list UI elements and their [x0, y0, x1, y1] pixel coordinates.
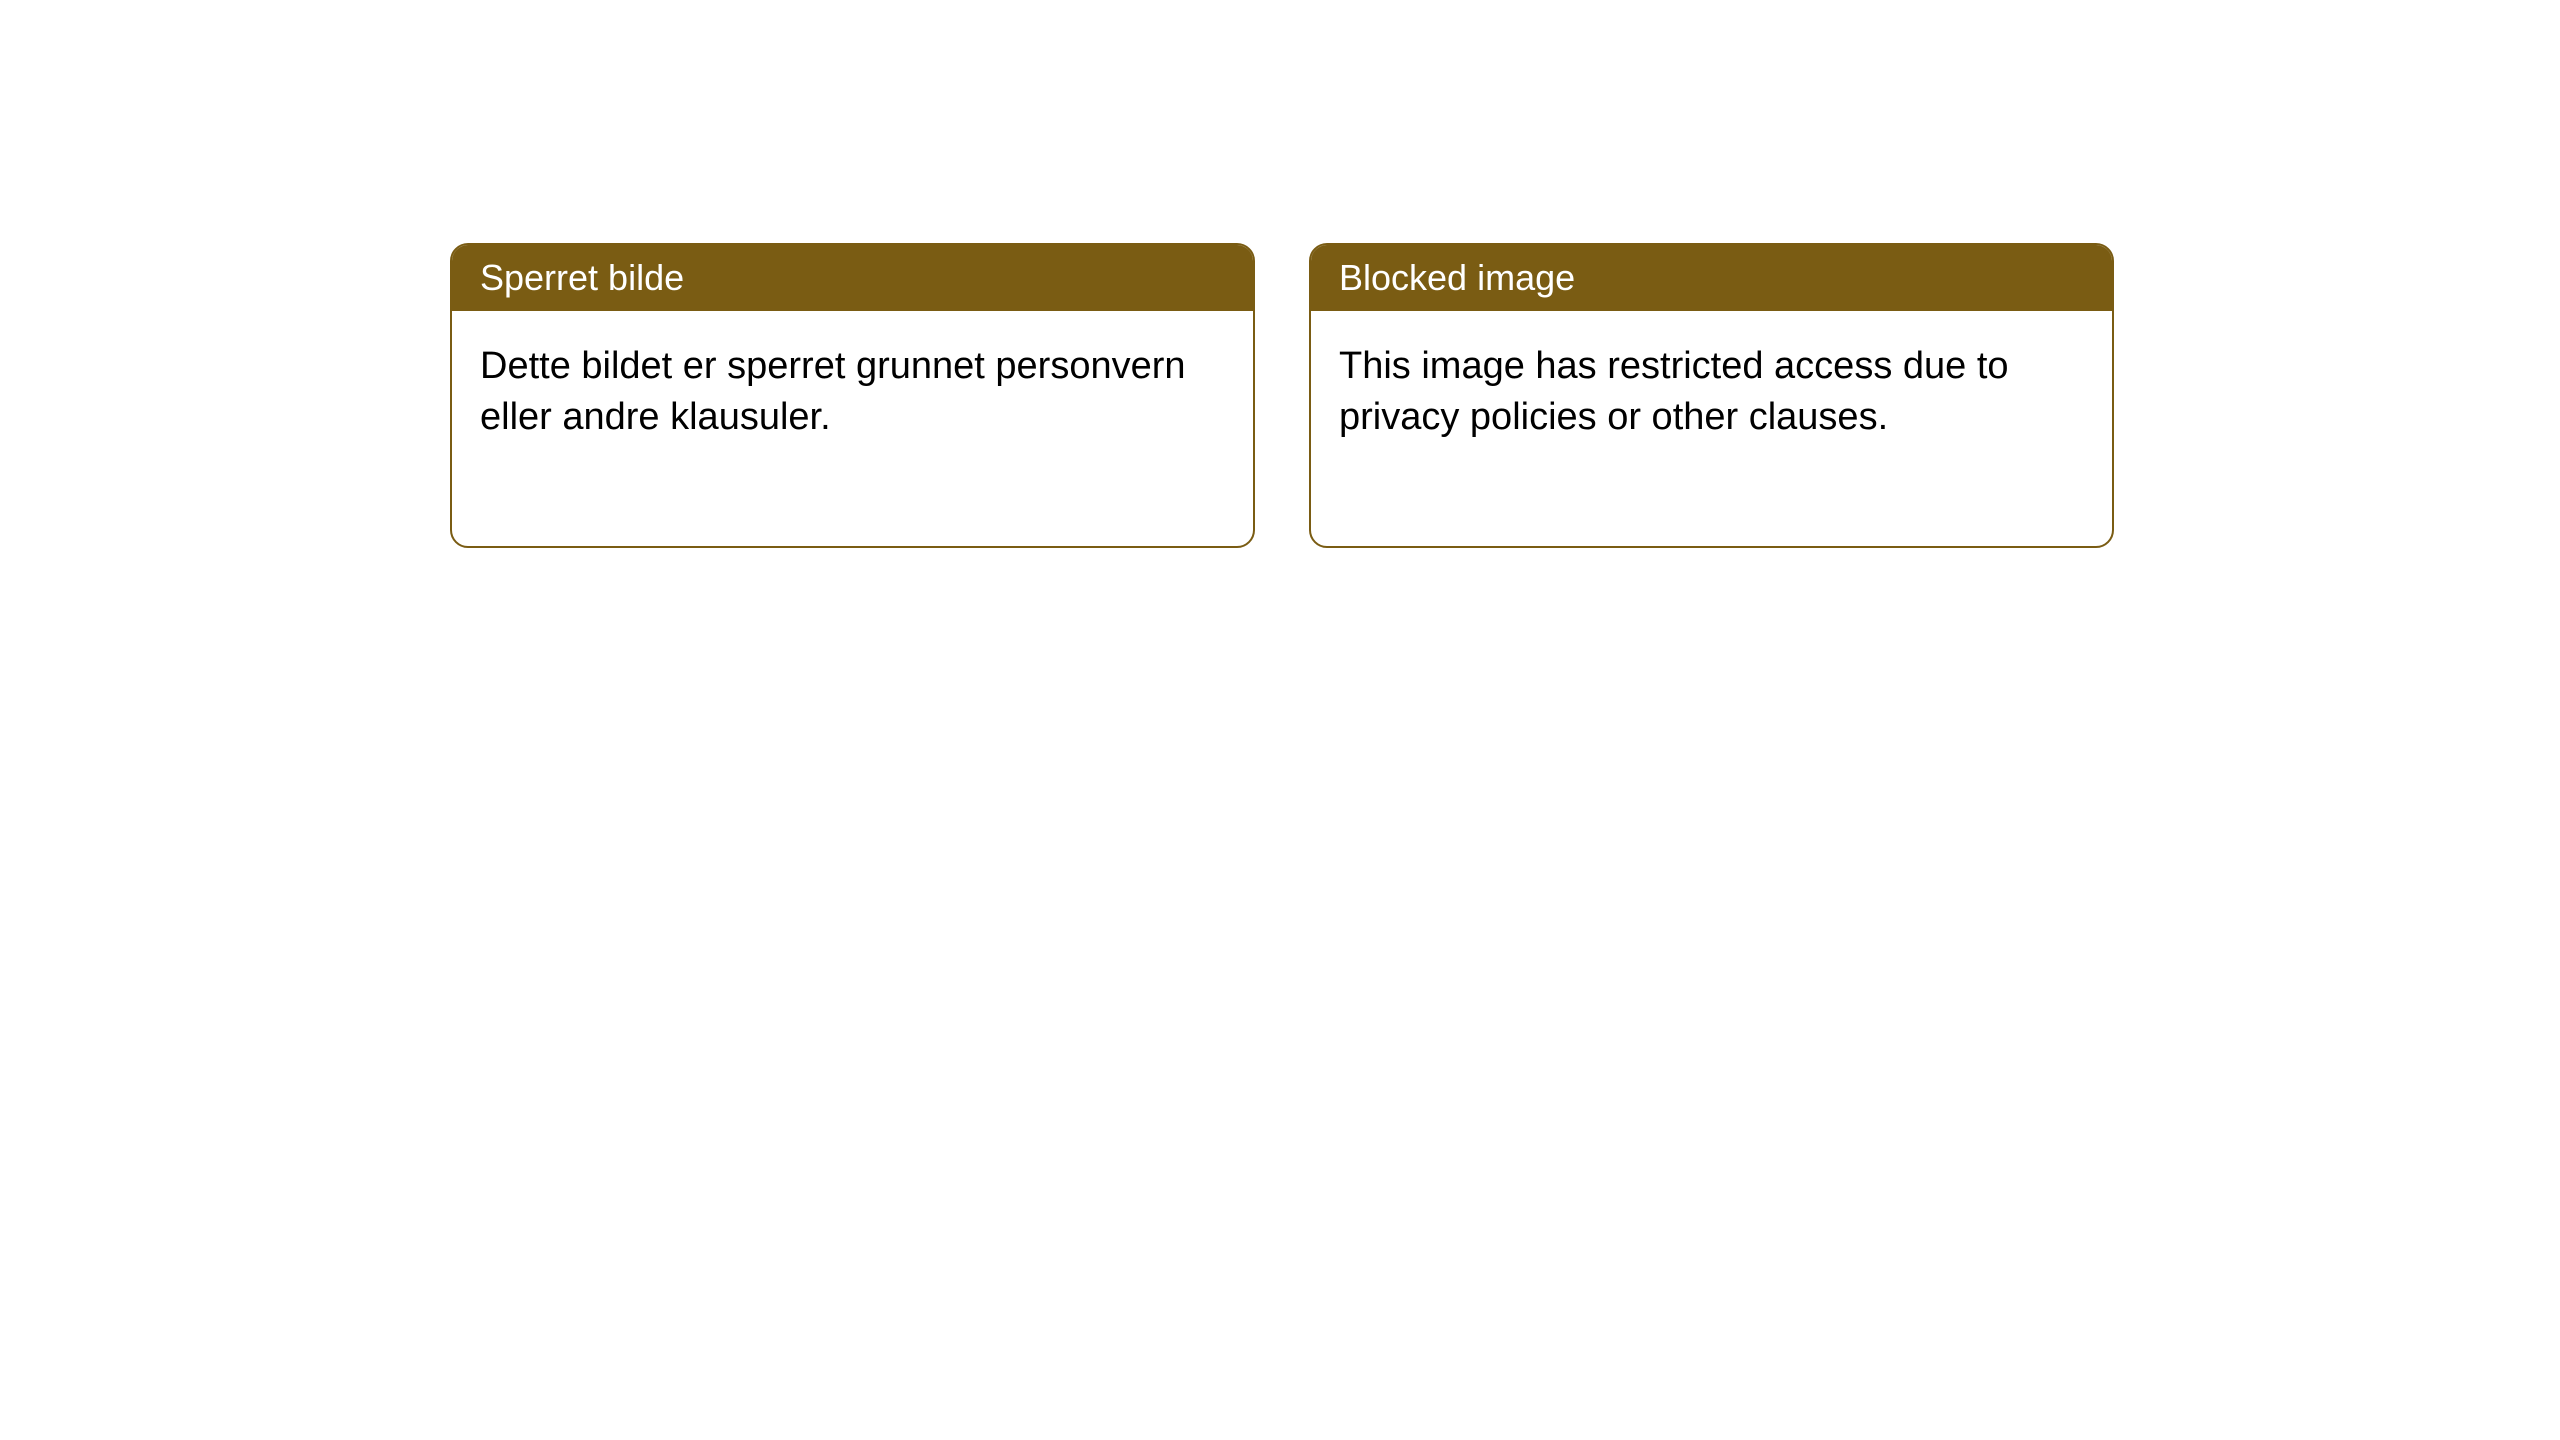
- notice-card-body: This image has restricted access due to …: [1311, 311, 2112, 546]
- notice-card-norwegian: Sperret bilde Dette bildet er sperret gr…: [450, 243, 1255, 548]
- notice-card-body: Dette bildet er sperret grunnet personve…: [452, 311, 1253, 546]
- notice-card-title: Blocked image: [1311, 245, 2112, 311]
- notice-card-title: Sperret bilde: [452, 245, 1253, 311]
- notice-container: Sperret bilde Dette bildet er sperret gr…: [450, 243, 2114, 548]
- notice-card-english: Blocked image This image has restricted …: [1309, 243, 2114, 548]
